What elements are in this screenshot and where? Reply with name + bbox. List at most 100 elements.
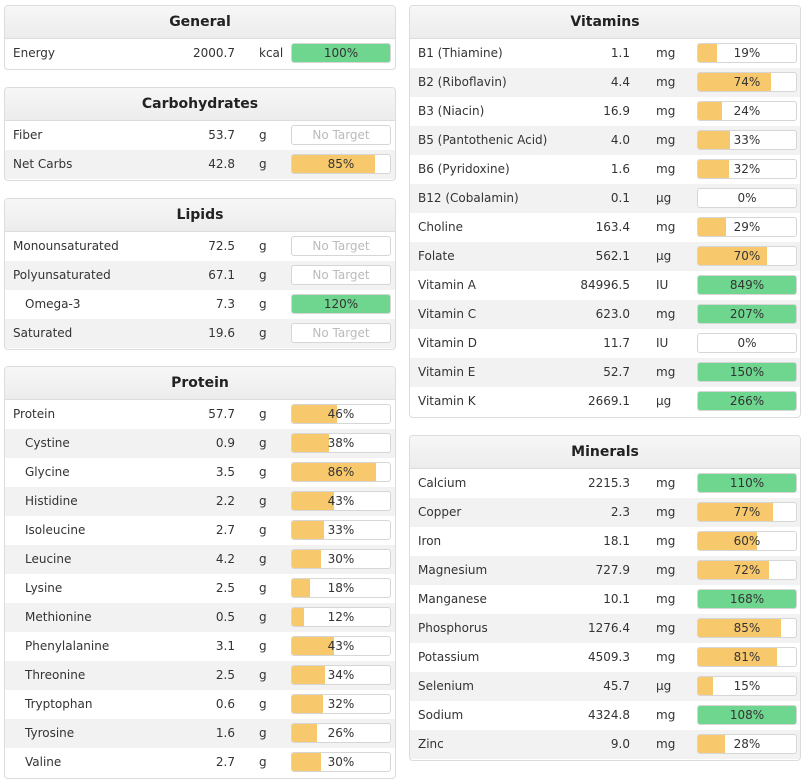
progress-percent: No Target <box>312 239 370 253</box>
progress-percent: 30% <box>327 552 355 566</box>
nutrient-unit: mg <box>656 737 676 751</box>
progress-percent: 150% <box>729 365 765 379</box>
nutrient-row: Sodium 4324.8 mg 108% <box>410 701 800 730</box>
target-progress-bar: 18% <box>291 578 391 598</box>
nutrient-label: Valine <box>25 755 62 769</box>
target-progress-bar: 30% <box>291 549 391 569</box>
nutrient-label: Calcium <box>418 476 467 490</box>
nutrient-row: Glycine 3.5 g 86% <box>5 458 395 487</box>
nutrient-unit: mg <box>656 220 676 234</box>
nutrient-amount: 0.5 <box>215 610 235 624</box>
progress-percent: 120% <box>323 297 359 311</box>
nutrient-row: Methionine 0.5 g 12% <box>5 603 395 632</box>
progress-fill <box>698 131 731 149</box>
nutrient-amount: 0.6 <box>215 697 235 711</box>
progress-percent: 34% <box>327 668 355 682</box>
progress-percent: 24% <box>733 104 761 118</box>
nutrient-amount: 1.6 <box>610 162 630 176</box>
nutrient-amount: 52.7 <box>603 365 630 379</box>
progress-percent: 0% <box>737 191 757 205</box>
nutrient-row: B12 (Cobalamin) 0.1 µg 0% <box>410 184 800 213</box>
progress-fill <box>698 648 778 666</box>
nutrient-label: Histidine <box>25 494 78 508</box>
progress-fill <box>292 579 310 597</box>
target-progress-bar: 19% <box>697 43 797 63</box>
nutrient-amount: 2.7 <box>215 523 235 537</box>
target-progress-bar: 46% <box>291 404 391 424</box>
target-progress-bar: 207% <box>697 304 797 324</box>
nutrient-unit: g <box>259 697 267 711</box>
progress-fill <box>698 706 796 724</box>
nutrient-label: Monounsaturated <box>13 239 119 253</box>
protein-panel: Protein Protein 57.7 g 46% Cystine 0.9 g 38% Gly… <box>4 366 396 779</box>
nutrient-row: Leucine 4.2 g 30% <box>5 545 395 574</box>
nutrient-amount: 7.3 <box>215 297 235 311</box>
nutrient-label: Choline <box>418 220 463 234</box>
target-progress-bar: 849% <box>697 275 797 295</box>
nutrient-label: Sodium <box>418 708 464 722</box>
nutrient-amount: 2215.3 <box>588 476 630 490</box>
nutrient-amount: 0.1 <box>610 191 630 205</box>
target-progress-bar: 43% <box>291 491 391 511</box>
nutrient-amount: 1276.4 <box>588 621 630 635</box>
nutrient-unit: IU <box>656 278 669 292</box>
progress-fill <box>698 503 774 521</box>
nutrient-row: Iron 18.1 mg 60% <box>410 527 800 556</box>
nutrient-amount: 2000.7 <box>193 46 235 60</box>
progress-fill <box>292 637 335 655</box>
nutrient-label: Vitamin E <box>418 365 476 379</box>
progress-fill <box>698 73 771 91</box>
nutrient-amount: 1.6 <box>215 726 235 740</box>
nutrient-unit: mg <box>656 476 676 490</box>
nutrient-unit: g <box>259 465 267 479</box>
nutrient-unit: g <box>259 552 267 566</box>
nutrient-row: Net Carbs 42.8 g 85% <box>5 150 395 179</box>
progress-percent: 81% <box>733 650 761 664</box>
target-progress-bar: 32% <box>291 694 391 714</box>
nutrient-unit: g <box>259 726 267 740</box>
nutrient-label: Iron <box>418 534 442 548</box>
progress-percent: 19% <box>733 46 761 60</box>
progress-percent: 110% <box>729 476 765 490</box>
target-progress-bar: 0% <box>697 333 797 353</box>
progress-percent: 46% <box>327 407 355 421</box>
progress-percent: 60% <box>733 534 761 548</box>
carbohydrates-panel: Carbohydrates Fiber 53.7 g No Target Net Car… <box>4 87 396 181</box>
nutrient-unit: IU <box>656 336 669 350</box>
target-progress-bar: 34% <box>291 665 391 685</box>
nutrient-row: Zinc 9.0 mg 28% <box>410 730 800 759</box>
nutrient-unit: mg <box>656 162 676 176</box>
progress-percent: 70% <box>733 249 761 263</box>
nutrient-row: Vitamin A 84996.5 IU 849% <box>410 271 800 300</box>
progress-fill <box>292 666 326 684</box>
nutrient-label: B3 (Niacin) <box>418 104 485 118</box>
progress-percent: 30% <box>327 755 355 769</box>
nutrient-row: Potassium 4509.3 mg 81% <box>410 643 800 672</box>
nutrient-row: Folate 562.1 µg 70% <box>410 242 800 271</box>
progress-fill <box>698 735 726 753</box>
progress-fill <box>698 276 796 294</box>
target-progress-bar: 150% <box>697 362 797 382</box>
nutrient-label: Cystine <box>25 436 70 450</box>
target-progress-bar: 38% <box>291 433 391 453</box>
nutrient-label: Tryptophan <box>25 697 93 711</box>
progress-percent: 32% <box>327 697 355 711</box>
nutrient-amount: 4.4 <box>610 75 630 89</box>
progress-fill <box>698 44 717 62</box>
progress-fill <box>292 695 324 713</box>
progress-fill <box>292 155 376 173</box>
nutrient-label: Phosphorus <box>418 621 488 635</box>
nutrient-unit: g <box>259 297 267 311</box>
nutrient-label: Energy <box>13 46 56 60</box>
nutrient-label: B5 (Pantothenic Acid) <box>418 133 548 147</box>
nutrient-amount: 2.2 <box>215 494 235 508</box>
progress-percent: 32% <box>733 162 761 176</box>
progress-percent: 43% <box>327 639 355 653</box>
progress-percent: 74% <box>733 75 761 89</box>
nutrient-unit: g <box>259 239 267 253</box>
progress-percent: 33% <box>327 523 355 537</box>
nutrient-row: Polyunsaturated 67.1 g No Target <box>5 261 395 290</box>
nutrient-label: Protein <box>13 407 56 421</box>
nutrient-row: Protein 57.7 g 46% <box>5 400 395 429</box>
progress-percent: 29% <box>733 220 761 234</box>
